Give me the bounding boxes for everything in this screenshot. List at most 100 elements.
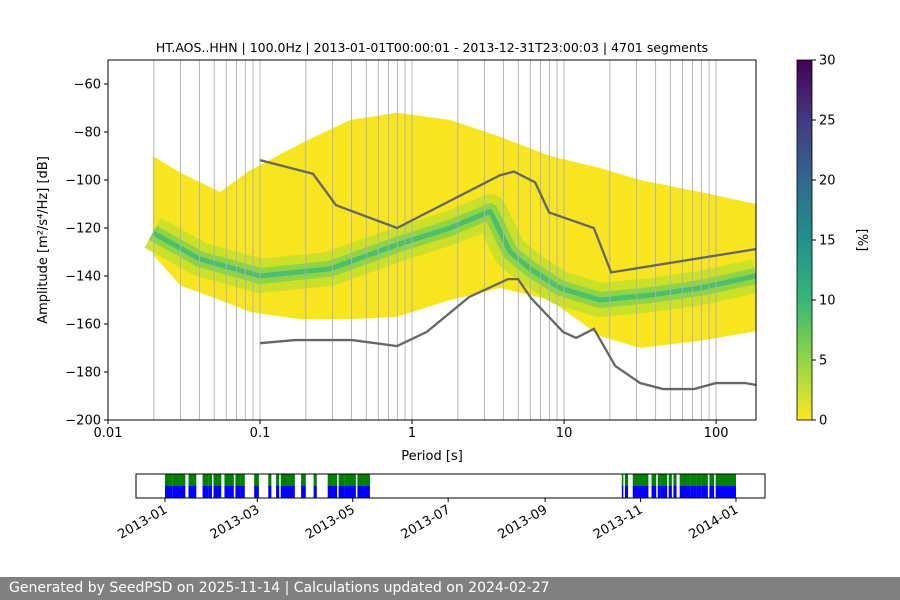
coverage-bar-bottom <box>240 486 245 498</box>
x-tick-label: 1 <box>408 426 416 441</box>
coverage-bar-bottom <box>338 486 345 498</box>
coverage-bar-bottom <box>696 486 702 498</box>
coverage-bar-bottom <box>715 486 736 498</box>
coverage-bar-bottom <box>235 486 241 498</box>
coverage-bar-bottom <box>333 486 338 498</box>
coverage-bar-top <box>254 474 259 487</box>
nlnm-line <box>259 277 756 391</box>
coverage-bar-top <box>679 474 691 487</box>
y-tick-label: −180 <box>65 366 101 381</box>
y-axis-label: Amplitude [m²/s⁴/Hz] [dB] <box>36 156 51 324</box>
y-tick-label: −80 <box>74 126 101 141</box>
coverage-bar-bottom <box>254 486 259 498</box>
coverage-bar-bottom <box>172 486 178 498</box>
timeline-tick-label: 2013-01 <box>115 502 170 542</box>
coverage-bar-top <box>657 474 661 487</box>
coverage-bar-bottom <box>660 486 665 498</box>
coverage-bar-top <box>344 474 350 487</box>
x-tick-label: 0.01 <box>94 426 123 441</box>
coverage-bar-bottom <box>657 486 661 498</box>
coverage-bar-top <box>165 474 173 487</box>
coverage-bar-bottom <box>709 486 715 498</box>
coverage-bar-bottom <box>202 486 209 498</box>
coverage-bar-top <box>690 474 697 487</box>
coverage-bar-bottom <box>224 486 234 498</box>
ppsd-plot-area: 0.01 0.1 1 10 100 −60 −80 −100 −120 −140 −160 −180 −… <box>65 59 757 441</box>
coverage-bar-top <box>177 474 186 487</box>
coverage-bar-bottom <box>664 486 668 498</box>
coverage-bar-bottom <box>177 486 186 498</box>
coverage-bar-top <box>338 474 345 487</box>
coverage-bar-top <box>202 474 209 487</box>
coverage-bar-top <box>664 474 668 487</box>
coverage-bar-top <box>709 474 715 487</box>
coverage-bar-top <box>276 474 280 487</box>
coverage-bar-top <box>357 474 370 487</box>
coverage-bar-top <box>333 474 338 487</box>
coverage-bar-bottom <box>348 486 356 498</box>
coverage-bar-top <box>208 474 212 487</box>
coverage-bar-bottom <box>624 486 629 498</box>
coverage-bar-top <box>660 474 665 487</box>
coverage-bar-bottom <box>679 486 691 498</box>
x-tick-label: 10 <box>556 426 573 441</box>
plot-frame <box>107 59 757 421</box>
coverage-bar-top <box>632 474 649 487</box>
coverage-bar-bottom <box>690 486 697 498</box>
coverage-bar-top <box>235 474 241 487</box>
coverage-bar-bottom <box>208 486 212 498</box>
coverage-bar-bottom <box>651 486 657 498</box>
coverage-bar-top <box>668 474 672 487</box>
coverage-bar-bottom <box>673 486 677 498</box>
y-tick-label: −200 <box>65 414 101 429</box>
chart-title: HT.AOS..HHN | 100.0Hz | 2013-01-01T00:00… <box>156 40 708 55</box>
timeline-tick-label: 2013-03 <box>208 502 263 542</box>
coverage-bar-bottom <box>668 486 672 498</box>
timeline-tick-label: 2013-11 <box>591 502 646 542</box>
coverage-bar-bottom <box>621 486 624 498</box>
coverage-bar-top <box>224 474 234 487</box>
coverage-bar-top <box>240 474 245 487</box>
x-axis-label: Period [s] <box>401 449 463 464</box>
coverage-bar-top <box>621 474 624 487</box>
coverage-bar-top <box>715 474 736 487</box>
timeline-tick-label: 2014-01 <box>686 502 741 542</box>
data-coverage-timeline: 2013-01 2013-03 2013-05 2013-07 2013-09 2013-… <box>115 473 766 543</box>
coverage-bar-top <box>213 474 222 487</box>
timeline-tick-label: 2013-09 <box>496 502 551 542</box>
colorbar-tick-label: 25 <box>819 114 836 129</box>
colorbar: 0 5 10 15 20 25 30 <box>796 54 836 429</box>
coverage-bar-top <box>673 474 677 487</box>
colorbar-tick-label: 5 <box>819 354 827 369</box>
x-tick-label: 100 <box>704 426 729 441</box>
coverage-bar-bottom <box>276 486 280 498</box>
coverage-bar-top <box>313 474 317 487</box>
coverage-bar-top <box>268 474 272 487</box>
coverage-bar-top <box>651 474 657 487</box>
colorbar-tick-label: 20 <box>819 174 836 189</box>
coverage-bar-bottom <box>301 486 306 498</box>
colorbar-tick-label: 30 <box>819 54 836 69</box>
coverage-bar-bottom <box>165 486 173 498</box>
coverage-bar-bottom <box>701 486 708 498</box>
colorbar-label: [%] <box>854 229 869 252</box>
timeline-tick-label: 2013-05 <box>303 502 358 542</box>
coverage-bar-top <box>172 474 178 487</box>
y-tick-label: −60 <box>74 78 101 93</box>
y-tick-label: −100 <box>65 174 101 189</box>
plot-content <box>144 112 756 348</box>
y-tick-label: −120 <box>65 222 101 237</box>
coverage-bar-top <box>188 474 197 487</box>
timeline-frame <box>135 473 766 499</box>
coverage-bar-bottom <box>327 486 334 498</box>
y-tick-label: −160 <box>65 318 101 333</box>
coverage-bar-top <box>280 474 295 487</box>
coverage-bar-bottom <box>188 486 197 498</box>
nhnm-line <box>259 158 756 274</box>
coverage-bar-top <box>624 474 629 487</box>
coverage-bar-top <box>701 474 708 487</box>
x-tick-label: 0.1 <box>250 426 271 441</box>
colorbar-tick-label: 15 <box>819 234 836 249</box>
coverage-bar-bottom <box>280 486 295 498</box>
